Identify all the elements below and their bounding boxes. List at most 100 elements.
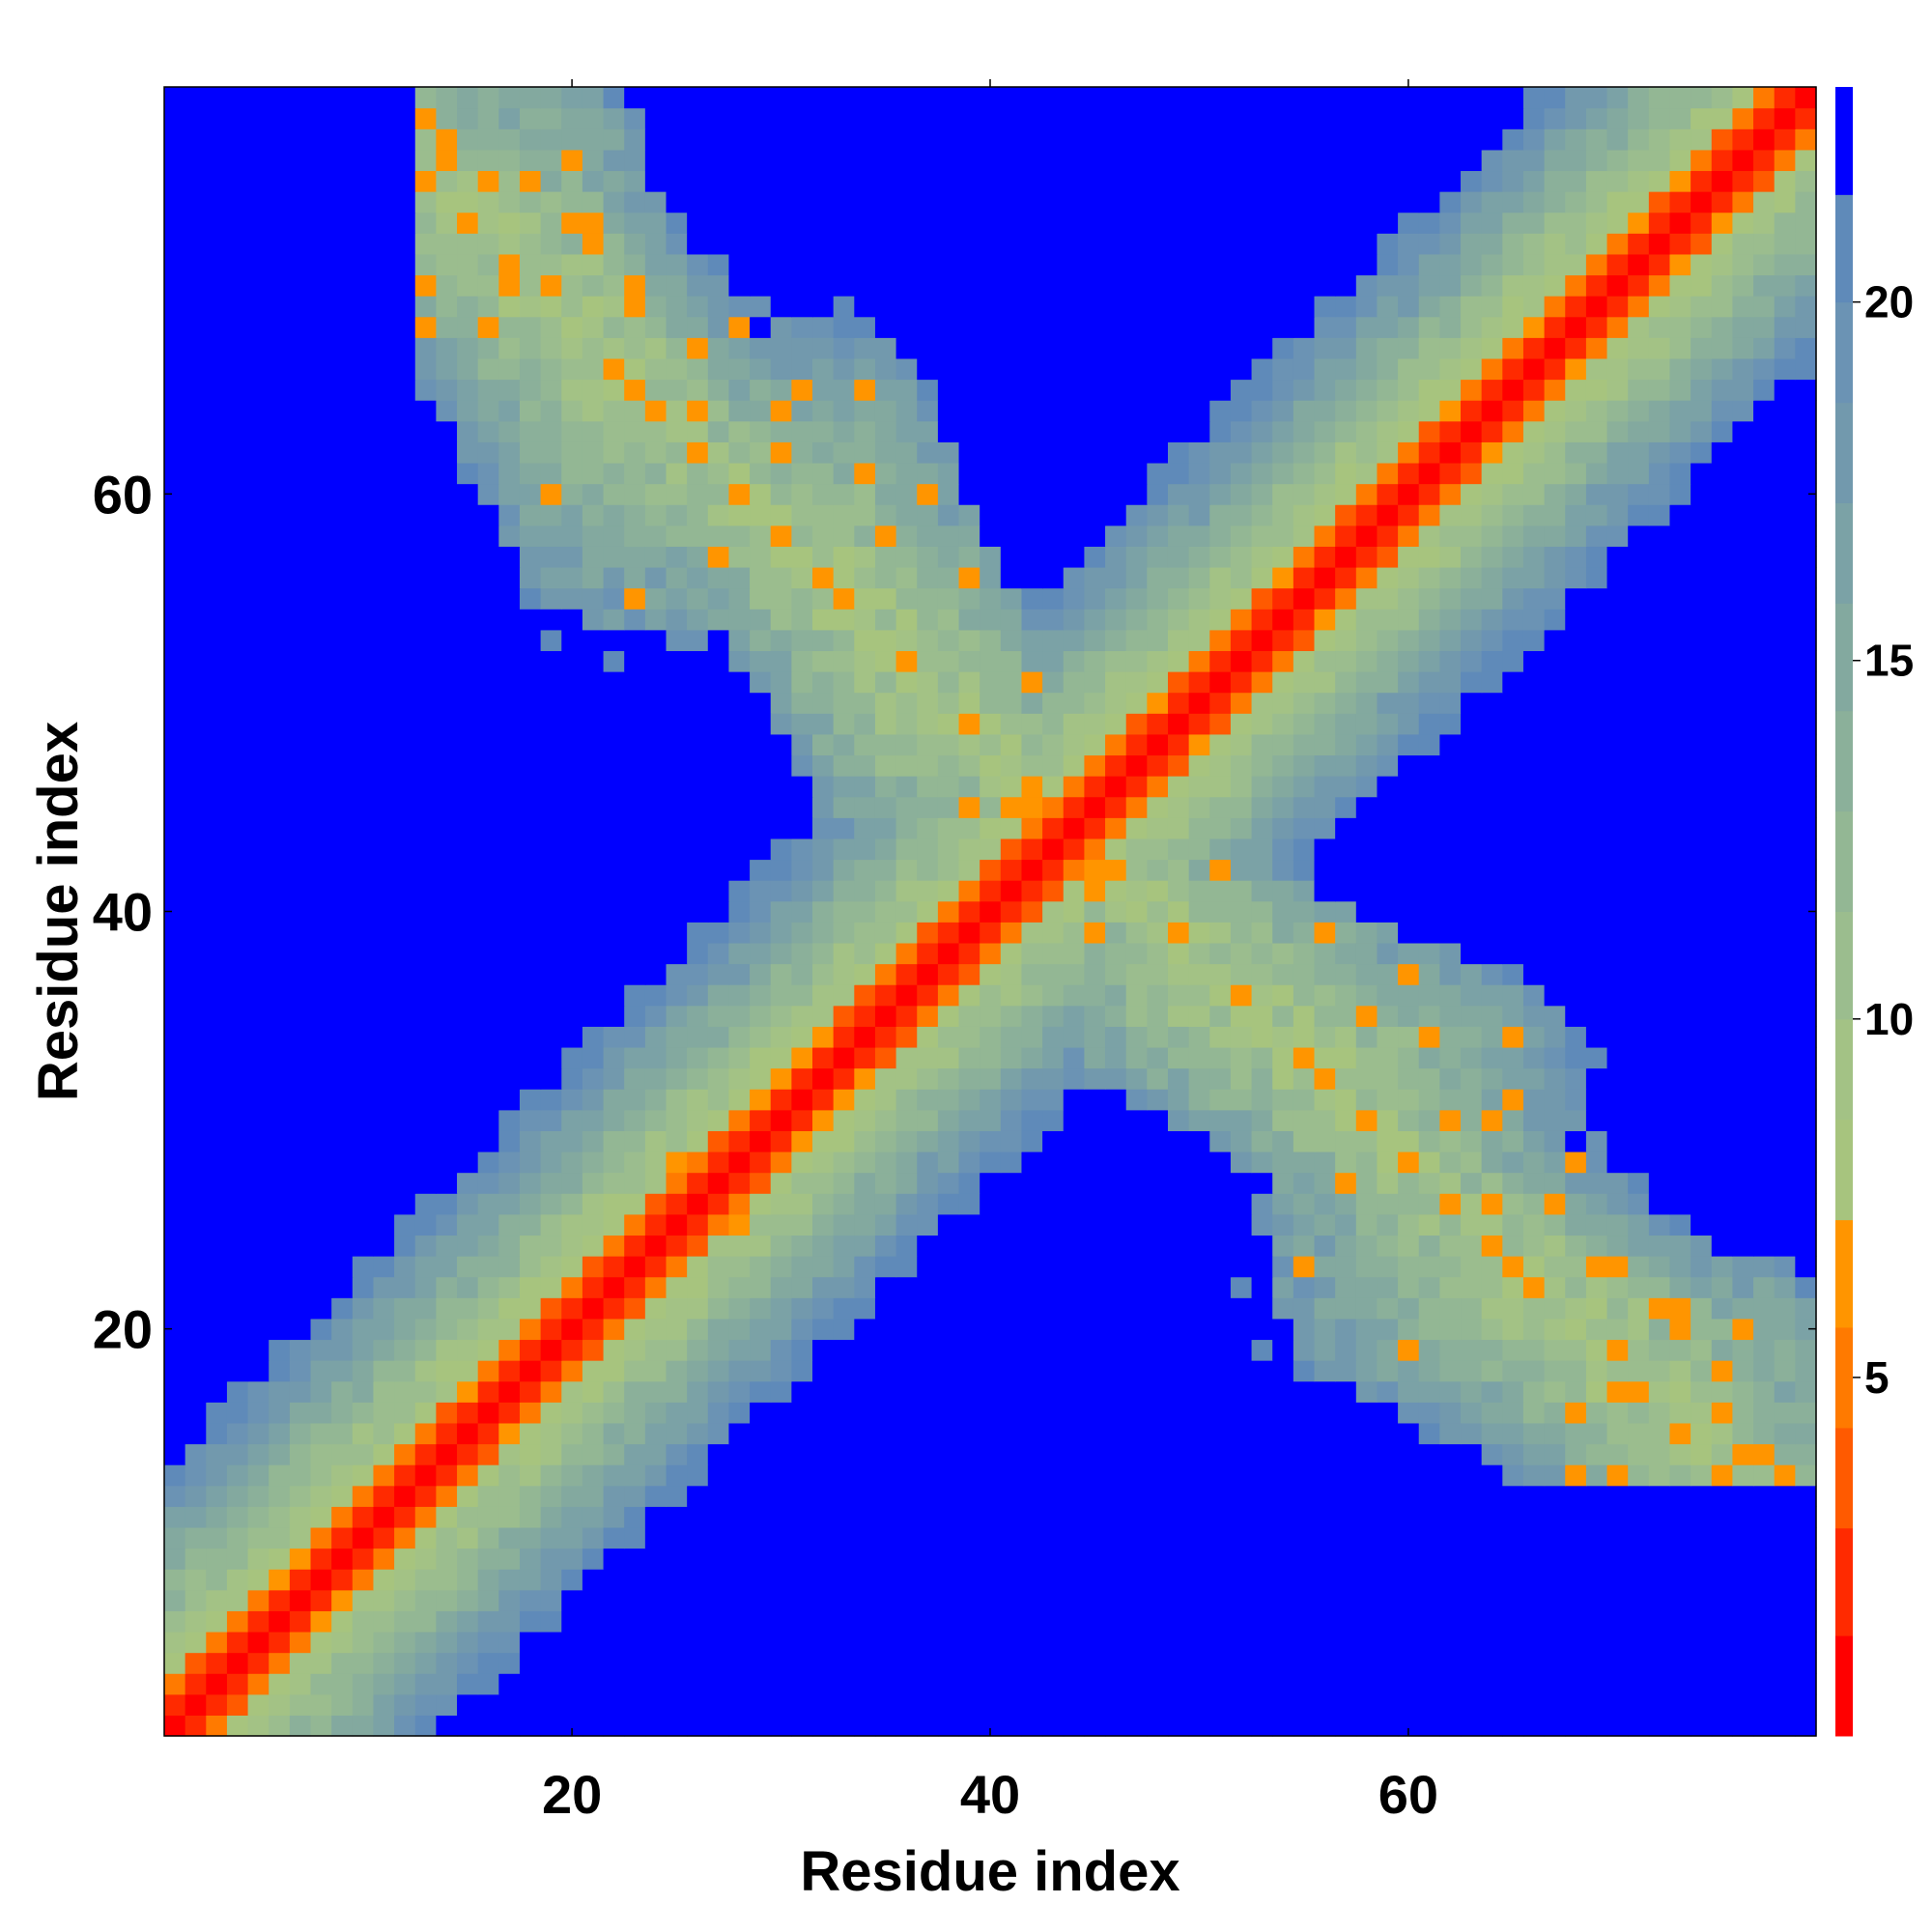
heatmap-cell xyxy=(937,796,960,818)
heatmap-cell xyxy=(477,1046,499,1069)
heatmap-cell xyxy=(728,1172,751,1194)
heatmap-cell xyxy=(247,587,270,610)
heatmap-cell xyxy=(1063,733,1086,756)
heatmap-cell xyxy=(1795,1130,1817,1152)
heatmap-cell xyxy=(1230,1046,1253,1069)
heatmap-cell xyxy=(1732,817,1754,839)
heatmap-cell xyxy=(812,1235,835,1257)
heatmap-cell xyxy=(728,566,751,589)
heatmap-cell xyxy=(1272,1318,1294,1341)
heatmap-cell xyxy=(226,609,249,631)
heatmap-cell xyxy=(1585,1715,1608,1737)
heatmap-cell xyxy=(1648,525,1671,547)
heatmap-cell xyxy=(519,817,542,839)
heatmap-cell xyxy=(352,1548,375,1570)
heatmap-cell xyxy=(1648,1464,1671,1487)
heatmap-cell xyxy=(770,609,792,631)
heatmap-cell xyxy=(1084,1693,1106,1716)
heatmap-cell xyxy=(812,713,835,735)
heatmap-cell xyxy=(1648,733,1671,756)
heatmap-cell xyxy=(1063,1276,1086,1298)
heatmap-cell xyxy=(1585,1485,1608,1507)
heatmap-cell xyxy=(791,1610,813,1633)
heatmap-cell xyxy=(644,838,668,861)
heatmap-cell xyxy=(1418,713,1440,735)
heatmap-cell xyxy=(603,650,625,672)
heatmap-cell xyxy=(1585,1318,1608,1341)
heatmap-cell xyxy=(980,1235,1002,1257)
heatmap-cell xyxy=(1188,713,1210,735)
heatmap-cell xyxy=(394,1464,416,1487)
heatmap-cell xyxy=(728,984,751,1007)
heatmap-cell xyxy=(728,1464,751,1487)
heatmap-cell xyxy=(1795,1360,1817,1382)
heatmap-cell xyxy=(1251,650,1273,672)
heatmap-cell xyxy=(750,420,772,442)
heatmap-cell xyxy=(1125,1693,1148,1716)
heatmap-cell xyxy=(477,462,499,485)
heatmap-cell xyxy=(895,754,918,777)
heatmap-cell xyxy=(164,629,186,652)
heatmap-cell xyxy=(331,1360,354,1382)
heatmap-cell xyxy=(874,1715,897,1737)
heatmap-cell xyxy=(206,650,228,672)
heatmap-cell xyxy=(1105,1130,1127,1152)
heatmap-cell xyxy=(1314,1318,1336,1341)
heatmap-cell xyxy=(687,441,709,464)
heatmap-cell xyxy=(937,817,960,839)
heatmap-cell xyxy=(980,609,1002,631)
heatmap-cell xyxy=(1188,566,1210,589)
heatmap-cell xyxy=(1481,1026,1503,1048)
heatmap-cell xyxy=(1272,1109,1294,1131)
heatmap-cell xyxy=(310,1443,332,1465)
heatmap-cell xyxy=(728,546,751,568)
heatmap-cell xyxy=(269,922,291,944)
heatmap-cell xyxy=(1732,1526,1754,1549)
heatmap-cell xyxy=(1439,504,1462,526)
heatmap-cell xyxy=(1774,1193,1796,1215)
heatmap-cell xyxy=(185,1652,207,1674)
heatmap-cell xyxy=(1167,1046,1190,1069)
heatmap-cell xyxy=(269,1693,291,1716)
heatmap-cell xyxy=(1209,942,1232,965)
heatmap-cell xyxy=(1147,776,1169,798)
heatmap-cell xyxy=(436,713,458,735)
heatmap-cell xyxy=(1669,733,1691,756)
heatmap-cell xyxy=(373,587,395,610)
heatmap-cell xyxy=(666,1172,688,1194)
heatmap-cell xyxy=(666,859,688,881)
heatmap-cell xyxy=(937,650,960,672)
heatmap-cell xyxy=(1251,1422,1273,1445)
heatmap-cell xyxy=(310,1506,332,1528)
heatmap-cell xyxy=(895,1652,918,1674)
heatmap-cell xyxy=(895,859,918,881)
heatmap-cell xyxy=(1209,713,1232,735)
heatmap-cell xyxy=(1418,900,1440,923)
heatmap-cell xyxy=(980,1548,1002,1570)
heatmap-cell xyxy=(1628,1402,1650,1424)
heatmap-cell xyxy=(1293,1256,1316,1278)
heatmap-cell xyxy=(1669,1318,1691,1341)
heatmap-cell xyxy=(603,462,625,485)
heatmap-cell xyxy=(1544,1569,1566,1591)
heatmap-cell xyxy=(1481,525,1503,547)
heatmap-cell xyxy=(833,1610,855,1633)
heatmap-cell xyxy=(519,441,542,464)
heatmap-cell xyxy=(770,1026,792,1048)
heatmap-cell xyxy=(1565,1506,1587,1528)
heatmap-cell xyxy=(1021,1506,1043,1528)
heatmap-cell xyxy=(164,1464,186,1487)
heatmap-cell xyxy=(750,796,772,818)
heatmap-cell xyxy=(1000,1693,1023,1716)
heatmap-cell xyxy=(1084,754,1106,777)
heatmap-cell xyxy=(791,1652,813,1674)
heatmap-cell xyxy=(1042,1005,1065,1027)
heatmap-cell xyxy=(1711,859,1734,881)
heatmap-cell xyxy=(206,1339,228,1361)
heatmap-cell xyxy=(164,1693,186,1716)
heatmap-cell xyxy=(1105,817,1127,839)
heatmap-cell xyxy=(1167,1402,1190,1424)
heatmap-cell xyxy=(1690,1067,1713,1090)
heatmap-cell xyxy=(1125,692,1148,714)
heatmap-cell xyxy=(624,1526,646,1549)
